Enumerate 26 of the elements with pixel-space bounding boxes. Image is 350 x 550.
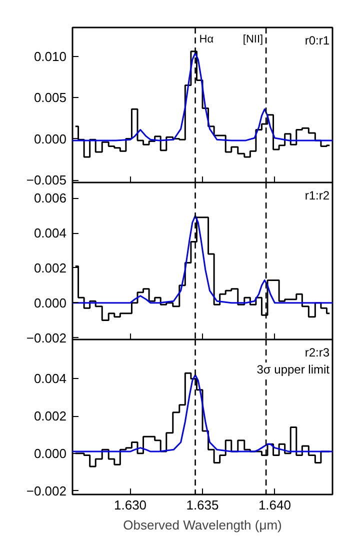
y-tick-label: 0.000: [34, 131, 67, 146]
x-tick-label: 1.640: [258, 498, 292, 512]
line-series: [72, 52, 332, 142]
y-tick-label: 0.004: [34, 226, 67, 241]
y-tick-label: 0.010: [34, 48, 67, 64]
annotation: 3σ upper limit: [256, 362, 330, 376]
y-tick-label: 0.002: [34, 260, 67, 276]
y-tick-label: 0.006: [34, 190, 67, 206]
x-tick-label: 1.635: [186, 498, 219, 512]
y-tick-label: −0.002: [26, 483, 66, 498]
y-tick-label: −0.005: [26, 172, 66, 188]
annotation: r2:r3: [304, 346, 330, 360]
x-axis-title: Observed Wavelength (μm): [123, 518, 282, 532]
x-tick-label: 1.630: [114, 498, 147, 512]
y-tick-label: 0.004: [34, 371, 67, 386]
ref-line-label: [NII]: [242, 34, 264, 46]
y-tick-label: 0.000: [34, 295, 67, 310]
y-tick-label: 0.002: [34, 408, 67, 424]
line-series: [72, 214, 332, 304]
y-tick-label: −0.002: [26, 330, 66, 346]
y-tick-label: 0.000: [34, 446, 67, 461]
annotation: r0:r1: [304, 34, 330, 48]
y-tick-label: 0.005: [34, 90, 67, 106]
ref-line-label: Hα: [199, 34, 214, 46]
line-series: [72, 374, 332, 452]
annotation: r1:r2: [304, 188, 330, 202]
